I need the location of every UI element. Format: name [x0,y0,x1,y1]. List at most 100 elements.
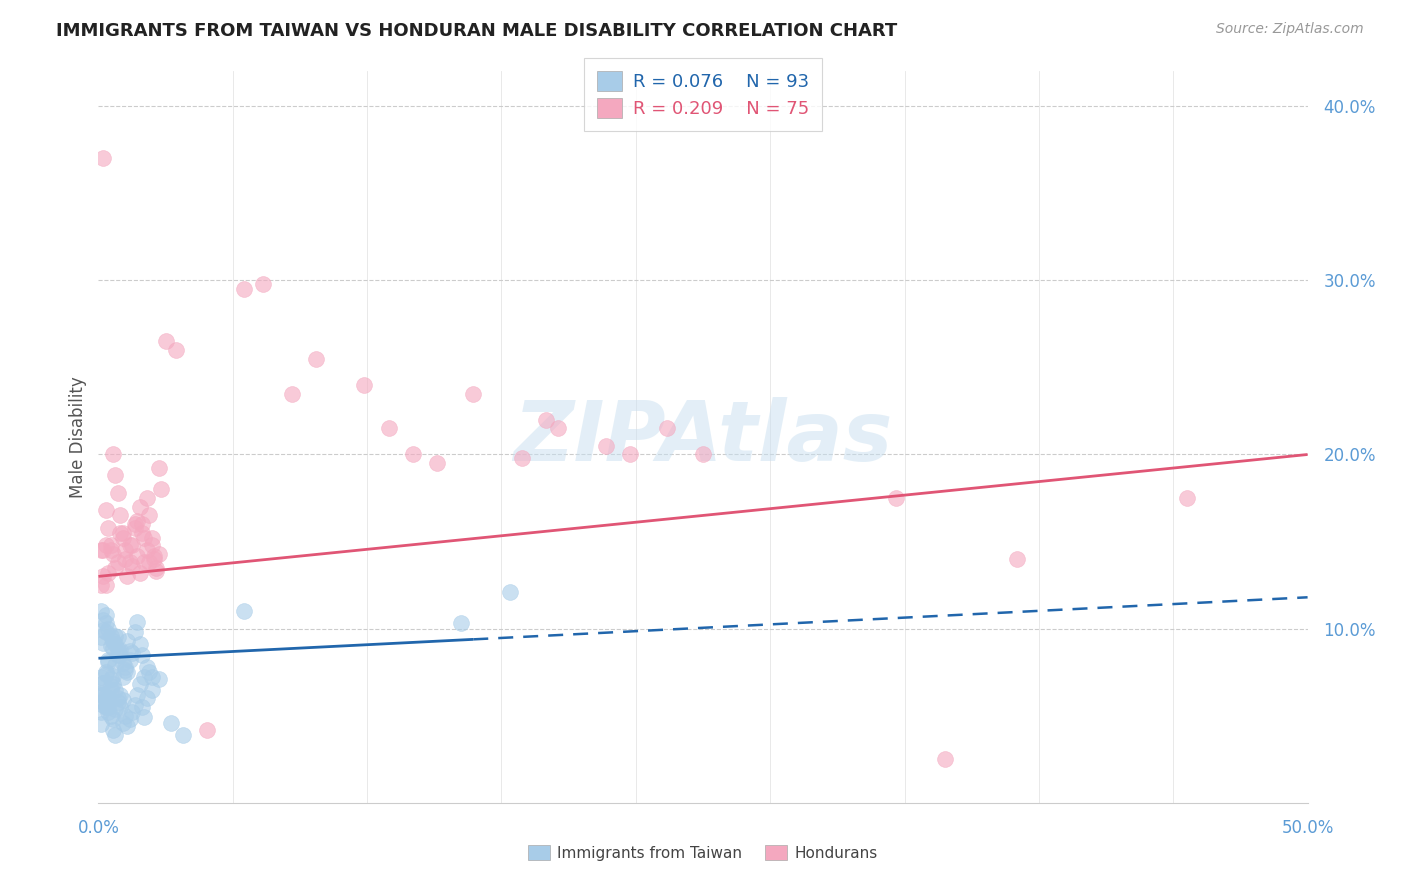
Point [90,604,112,618]
Point [108,642,131,657]
Point [101,723,124,737]
Point [94,538,117,552]
Point [145,564,167,578]
Point [135,543,157,558]
Point [121,646,143,660]
Point [128,566,150,580]
Point [100,538,122,552]
Point [232,282,254,296]
Point [94,578,117,592]
Point [377,421,399,435]
Point [692,448,714,462]
Point [155,334,177,349]
Point [91,675,114,690]
Point [510,450,533,465]
Point [138,665,160,680]
Point [101,547,124,561]
Point [107,642,129,657]
Point [134,670,156,684]
Point [101,633,124,648]
Point [124,521,146,535]
Point [121,538,143,552]
Point [305,351,328,366]
Point [104,658,127,673]
Point [100,543,122,558]
Point [114,660,136,674]
Point [101,712,124,726]
Point [104,560,127,574]
Point [104,702,127,716]
Point [94,616,117,631]
Point [117,665,139,680]
Point [118,556,141,570]
Point [148,461,170,475]
Point [97,655,120,669]
Point [124,517,146,532]
Point [91,695,114,709]
Point [104,682,127,697]
Point [131,525,153,540]
Point [135,691,157,706]
Point [131,517,153,532]
Point [141,682,163,697]
Point [94,700,117,714]
Point [134,531,156,545]
Point [97,705,120,719]
Text: IMMIGRANTS FROM TAIWAN VS HONDURAN MALE DISABILITY CORRELATION CHART: IMMIGRANTS FROM TAIWAN VS HONDURAN MALE … [56,22,897,40]
Point [547,421,569,435]
Point [131,648,153,662]
Point [141,531,163,545]
Point [117,569,139,583]
Point [91,675,114,690]
Point [91,613,114,627]
Point [108,508,131,523]
Point [100,679,122,693]
Point [107,691,129,706]
Point [114,708,136,723]
Point [101,668,124,682]
Point [148,547,170,561]
Point [534,412,557,426]
Point [90,578,112,592]
Point [91,688,114,702]
Point [90,631,112,645]
Point [172,728,194,742]
Point [107,695,129,709]
Point [886,491,908,505]
Point [165,343,187,357]
Point [114,664,136,678]
Point [90,686,112,700]
Point [111,693,134,707]
Point [97,622,120,636]
Point [138,508,160,523]
Point [934,752,956,766]
Point [128,500,150,514]
Point [1175,491,1198,505]
Point [114,552,136,566]
Point [131,700,153,714]
Point [97,521,120,535]
Point [117,633,139,648]
Point [498,585,520,599]
Point [90,688,112,702]
Point [111,531,134,545]
Point [94,625,117,640]
Point [118,538,141,552]
Point [141,538,163,552]
Point [124,698,146,713]
Point [100,682,122,697]
Point [134,710,156,724]
Point [104,629,127,643]
Point [252,277,274,291]
Point [118,653,141,667]
Point [111,715,134,730]
Point [143,552,166,566]
Point [450,616,472,631]
Point [195,723,218,737]
Point [141,670,163,684]
Point [91,569,114,583]
Point [97,566,120,580]
Point [104,468,127,483]
Point [135,660,157,674]
Text: Source: ZipAtlas.com: Source: ZipAtlas.com [1216,22,1364,37]
